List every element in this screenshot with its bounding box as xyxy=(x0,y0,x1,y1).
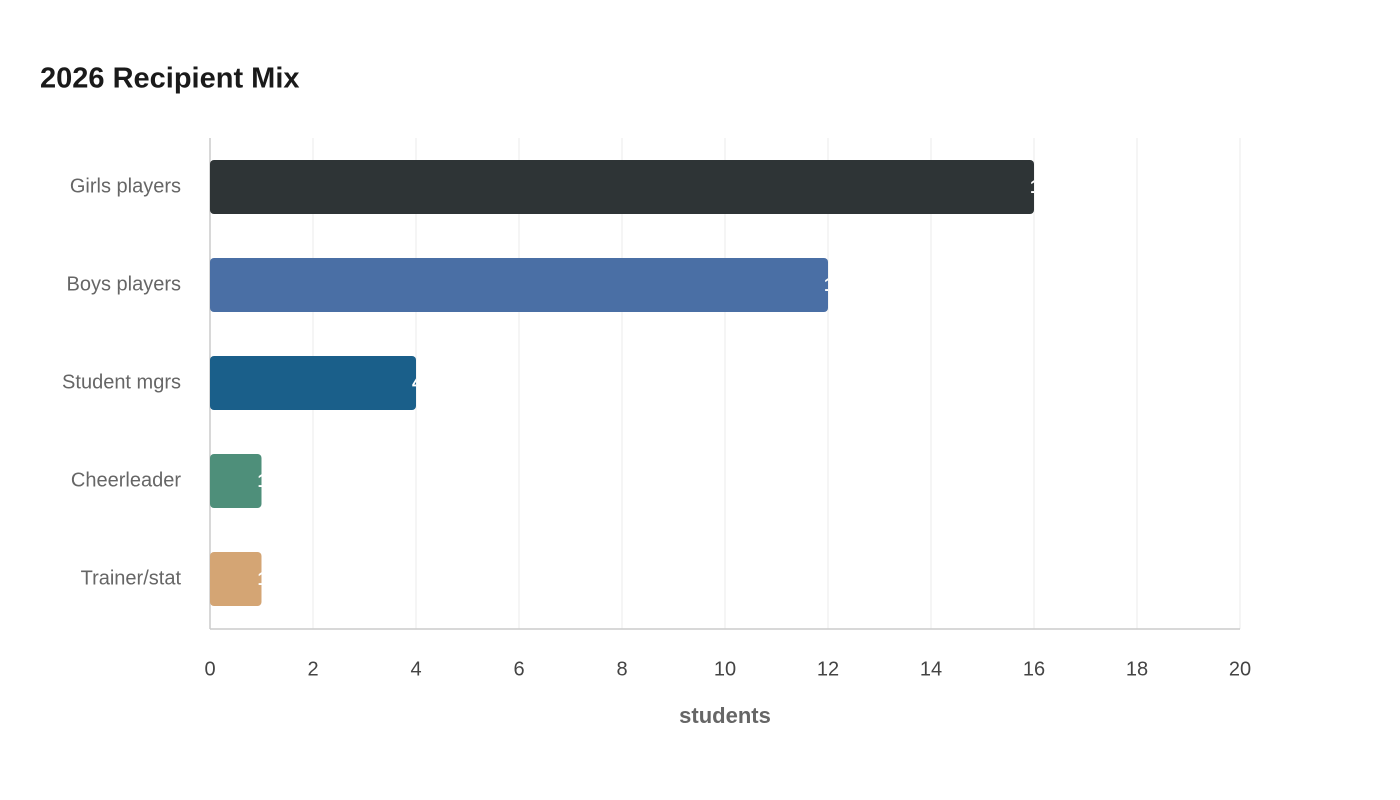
bar xyxy=(210,160,1034,214)
y-tick-label: Cheerleader xyxy=(71,469,181,491)
bar xyxy=(210,356,416,410)
bar xyxy=(210,454,262,508)
x-tick-label: 16 xyxy=(1023,658,1045,680)
x-tick-label: 8 xyxy=(616,658,627,680)
data-label: 1 xyxy=(258,569,268,589)
data-label: 4 xyxy=(412,373,422,393)
y-tick-label: Girls players xyxy=(70,175,181,197)
chart-title: 2026 Recipient Mix xyxy=(40,63,300,95)
x-tick-label: 6 xyxy=(513,658,524,680)
x-tick-label: 0 xyxy=(204,658,215,680)
data-label: 16 xyxy=(1030,177,1050,197)
x-tick-label: 10 xyxy=(714,658,736,680)
data-label: 12 xyxy=(824,275,844,295)
x-tick-label: 14 xyxy=(920,658,942,680)
bar xyxy=(210,258,828,312)
x-tick-label: 18 xyxy=(1126,658,1148,680)
y-tick-label: Student mgrs xyxy=(62,371,181,393)
x-tick-label: 20 xyxy=(1229,658,1251,680)
y-tick-label: Boys players xyxy=(67,273,182,295)
data-label: 1 xyxy=(258,471,268,491)
x-tick-label: 4 xyxy=(410,658,421,680)
x-tick-label: 12 xyxy=(817,658,839,680)
bar xyxy=(210,552,262,606)
x-axis-label: students xyxy=(679,703,771,728)
x-tick-label: 2 xyxy=(307,658,318,680)
y-tick-label: Trainer/stat xyxy=(81,567,182,589)
